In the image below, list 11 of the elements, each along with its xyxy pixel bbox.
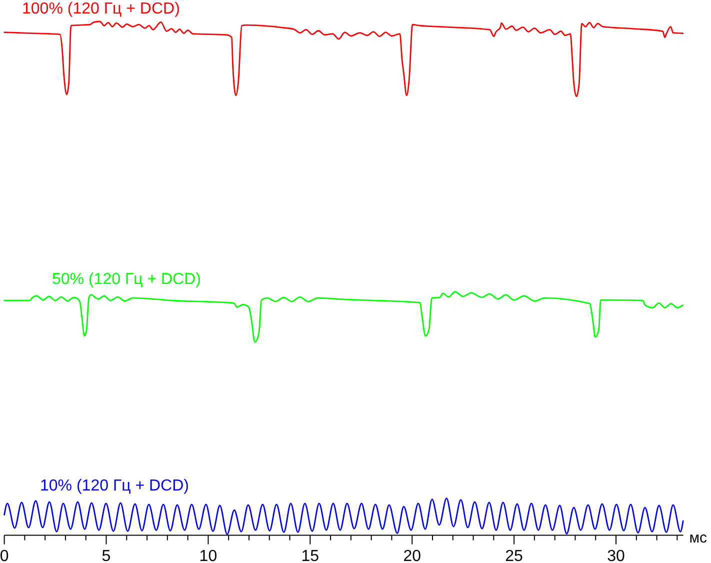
x-tick-label: 25 bbox=[505, 548, 524, 563]
series-label: 100% (120 Гц + DCD) bbox=[22, 0, 180, 18]
x-tick-label: 15 bbox=[301, 548, 320, 563]
x-tick-label: 5 bbox=[102, 548, 111, 563]
series-label: 10% (120 Гц + DCD) bbox=[40, 477, 189, 494]
x-tick-label: 20 bbox=[403, 548, 422, 563]
x-tick-label: 0 bbox=[0, 548, 9, 563]
x-tick-label: 30 bbox=[607, 548, 626, 563]
x-tick-label: 10 bbox=[199, 548, 218, 563]
series-label: 50% (120 Гц + DCD) bbox=[52, 270, 201, 288]
x-axis-title: мс bbox=[689, 529, 708, 546]
